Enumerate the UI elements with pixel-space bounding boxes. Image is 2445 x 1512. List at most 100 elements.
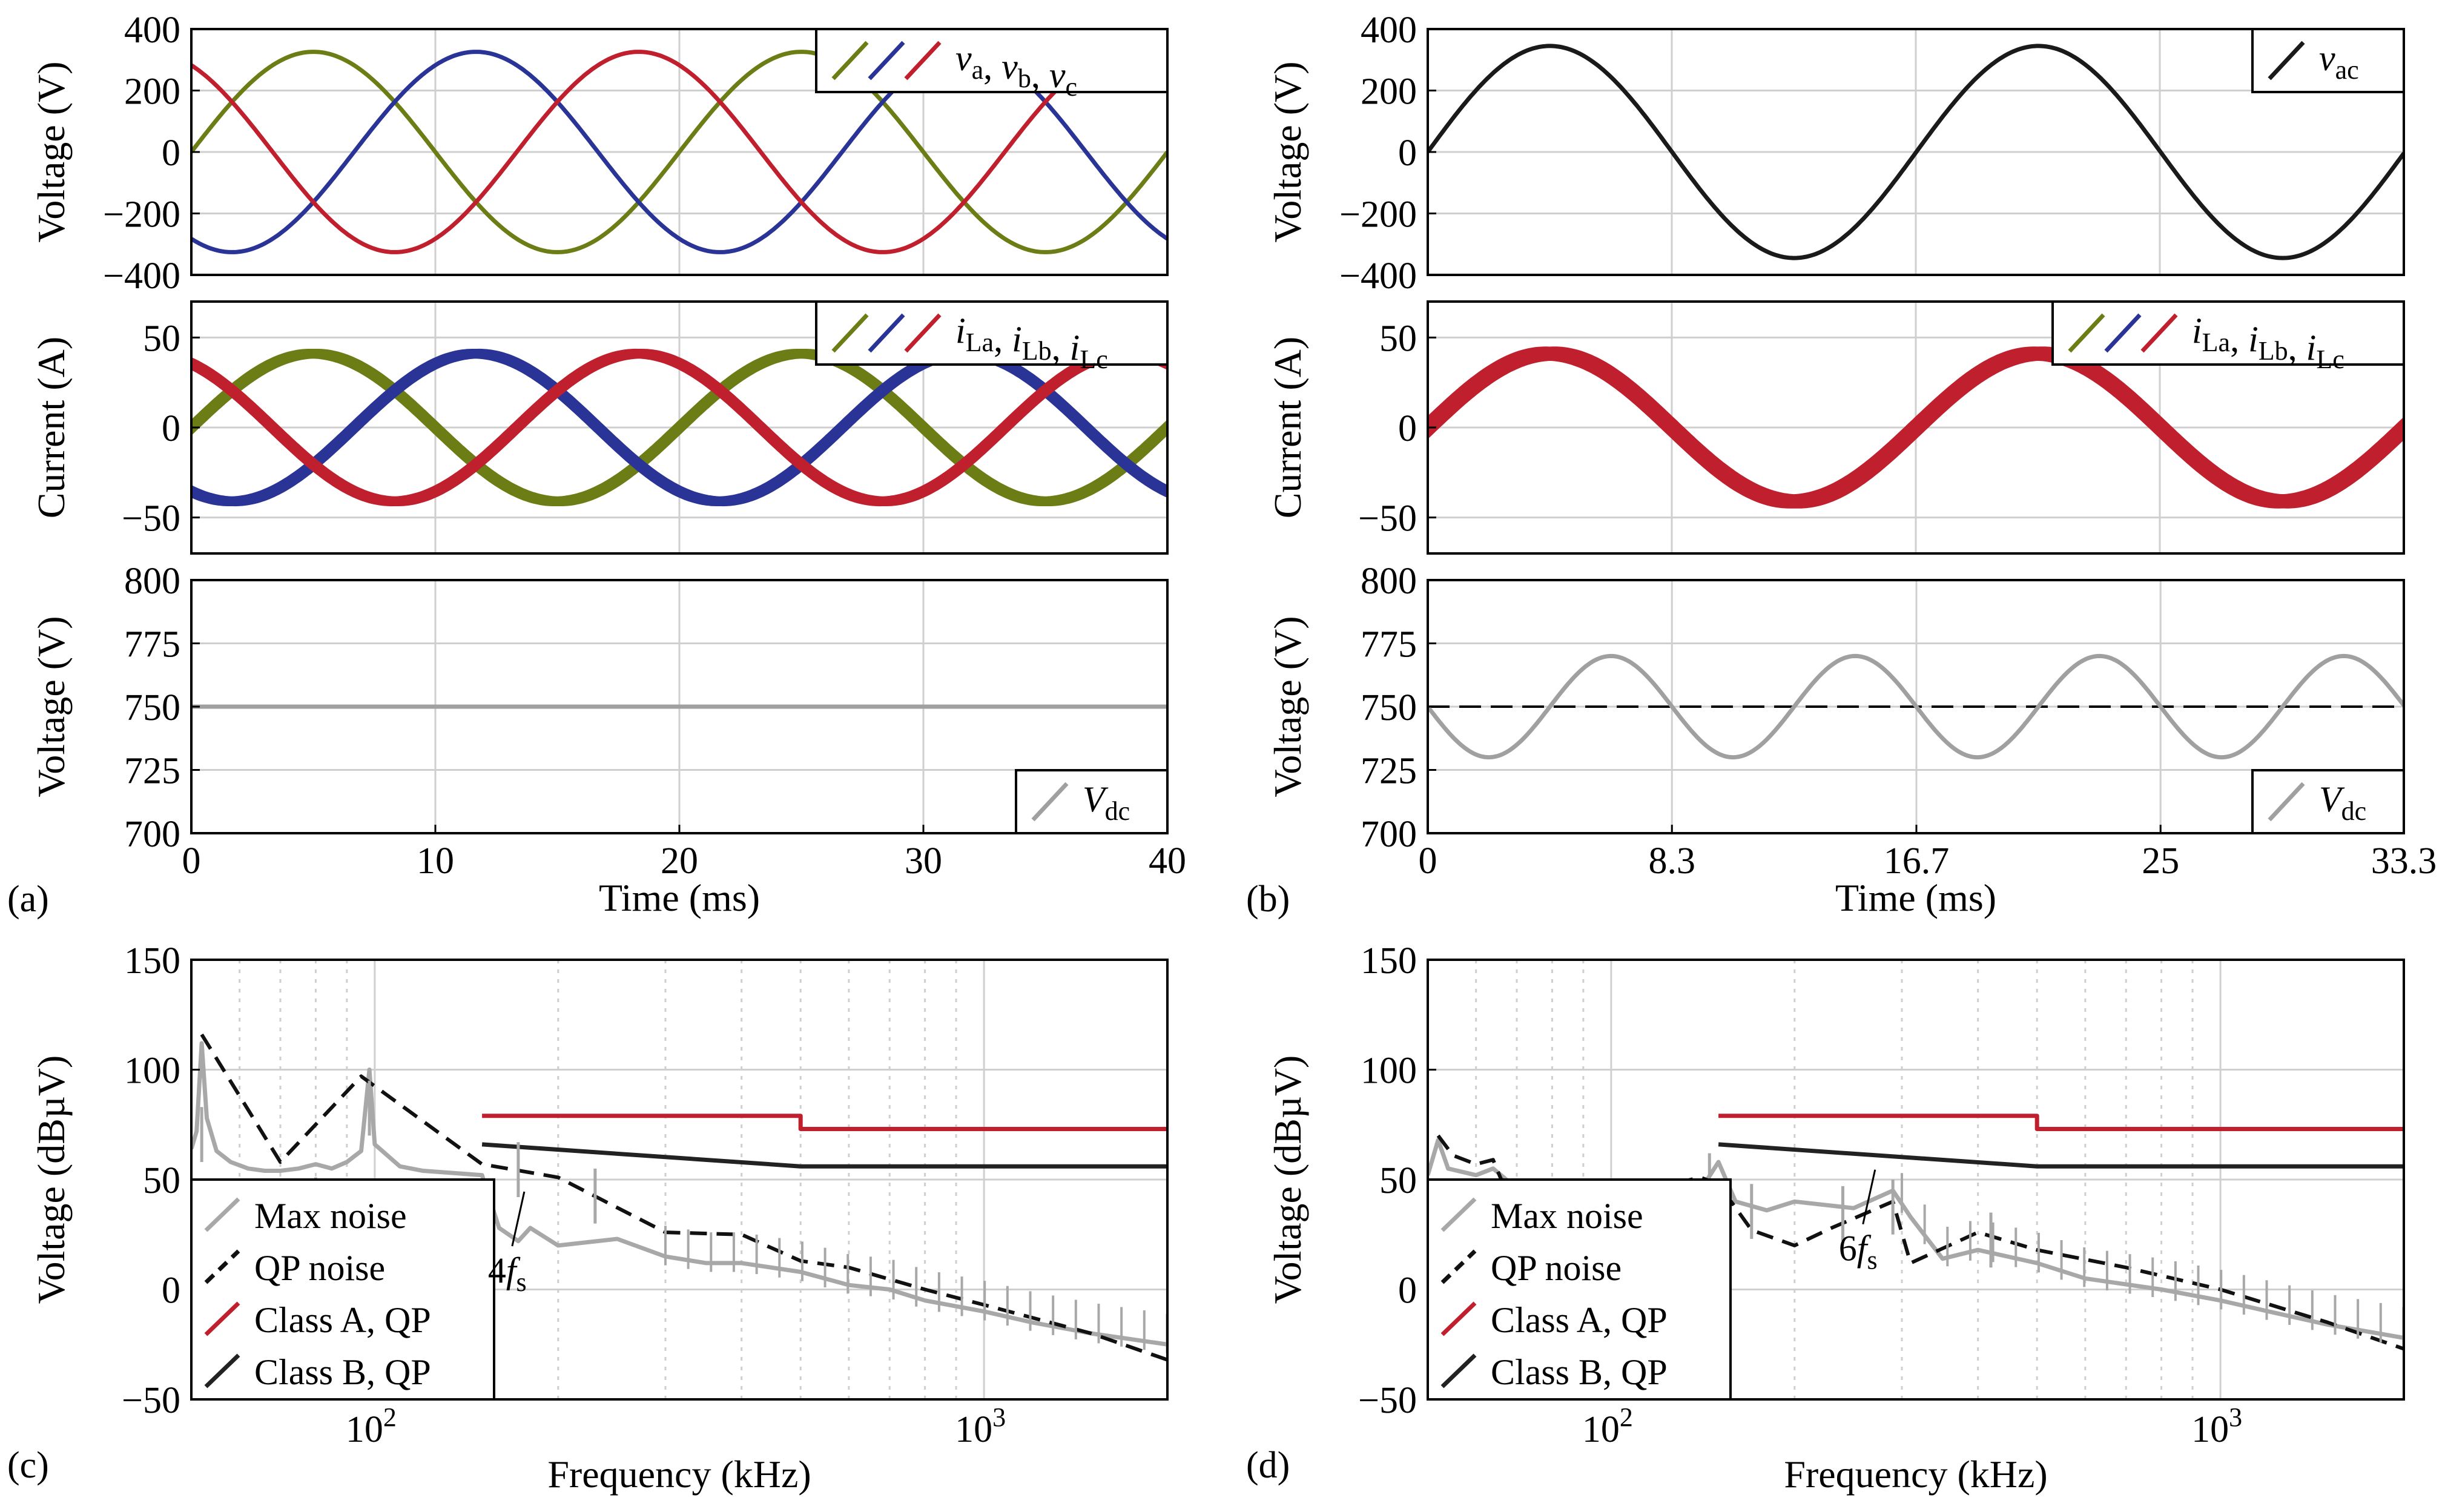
y-axis-label: Voltage (V) — [30, 61, 73, 242]
legend-swatch — [2104, 313, 2142, 353]
legend-label-subscript: a — [972, 55, 984, 85]
legend-label-part: i — [2192, 311, 2202, 351]
plot-area — [1428, 1114, 2404, 1351]
legend-label-part: i — [2306, 328, 2317, 368]
xtick-base: 10 — [1582, 1409, 1620, 1450]
panel-label-b: (b) — [1246, 879, 1290, 920]
legend-swatch — [831, 313, 869, 353]
xtick-base: 10 — [2191, 1409, 2229, 1450]
annotation: 4fs — [488, 1250, 527, 1297]
legend: va, vb, vc — [815, 28, 1169, 102]
panel-label-d: (d) — [1246, 1445, 1290, 1486]
legend-entry: Max noise — [1491, 1196, 1643, 1236]
xtick-base: 10 — [955, 1409, 992, 1450]
legend-label-part: V — [1083, 779, 1109, 819]
ytick-label: −50 — [1358, 1380, 1417, 1421]
legend-entry: Class B, QP — [254, 1352, 431, 1392]
panel-label-c: (c) — [7, 1445, 49, 1486]
series-max-noise — [1428, 1138, 2404, 1340]
plot-area — [191, 1033, 1167, 1362]
legend-entry: Max noise — [254, 1196, 407, 1236]
ytick-label: 800 — [1361, 561, 1417, 602]
x-axis-label: Frequency (kHz) — [547, 1453, 811, 1496]
y-axis-label: Voltage (V) — [30, 616, 73, 797]
y-axis-label: Voltage (dBµV) — [1266, 1055, 1309, 1304]
legend-label-part: i — [2248, 319, 2259, 359]
legend-label-subscript: ac — [2335, 55, 2359, 85]
ytick-label: 50 — [143, 1160, 180, 1201]
ytick-label: −200 — [1339, 194, 1417, 236]
ytick-label: 0 — [162, 133, 180, 174]
legend-swatch — [831, 41, 869, 81]
series-class-b-qp — [1718, 1142, 2404, 1169]
legend-swatch — [1440, 1249, 1477, 1284]
legend: Max noise QP noise Class A, QP Class B, QP — [190, 1178, 495, 1401]
legend-label-part: , — [1052, 328, 1070, 368]
ytick-label: 200 — [1361, 71, 1417, 113]
y-axis-label: Current (A) — [1266, 337, 1309, 518]
chart-b-voltage: 400 200 0 −200 −400 Voltage (V) vac — [1266, 10, 2405, 297]
annotation-subscript: s — [516, 1267, 527, 1297]
legend-swatch — [868, 313, 905, 353]
ytick-label: 150 — [1361, 940, 1417, 982]
y-axis-label: Voltage (dBµV) — [30, 1055, 73, 1304]
ytick-label: 725 — [1361, 751, 1417, 792]
legend-entry: QP noise — [254, 1248, 385, 1288]
legend-swatch — [1440, 1197, 1477, 1232]
y-axis-label: Voltage (V) — [1266, 61, 1309, 242]
x-axis-label: Frequency (kHz) — [1784, 1453, 2047, 1496]
legend-entry: Class A, QP — [1491, 1300, 1668, 1340]
legend-label-part: , — [2230, 319, 2248, 359]
series-iL — [1428, 346, 2404, 509]
ytick-label: 100 — [1361, 1051, 1417, 1092]
legend-label-subscript: La — [966, 328, 994, 357]
legend-swatch — [204, 1353, 240, 1388]
legend-swatch — [904, 313, 942, 353]
legend-label-subscript: c — [1065, 72, 1077, 102]
x-axis-label: Time (ms) — [1835, 876, 1996, 919]
legend-label-part: v — [1049, 55, 1066, 95]
ytick-label: 725 — [124, 751, 180, 792]
ytick-label: 700 — [124, 814, 180, 855]
ytick-label: 400 — [1361, 10, 1417, 51]
legend-box — [2051, 300, 2405, 366]
legend-swatch — [868, 41, 905, 81]
legend-swatch — [2268, 782, 2305, 822]
legend-label-subscript: Lb — [2259, 336, 2288, 366]
legend-label-subscript: Lc — [1080, 345, 1107, 374]
legend-box — [815, 300, 1169, 366]
legend-label-part: , — [2288, 328, 2306, 368]
ytick-label: −400 — [1339, 256, 1417, 297]
legend-swatch — [1440, 1301, 1477, 1336]
xtick-exponent: 2 — [1620, 1402, 1633, 1432]
ytick-label: 100 — [124, 1051, 180, 1092]
ytick-label: −200 — [103, 194, 180, 236]
x-axis-label: Time (ms) — [599, 876, 760, 919]
legend-swatch — [1031, 782, 1069, 822]
legend-box — [815, 28, 1169, 93]
xtick-exponent: 3 — [992, 1402, 1006, 1432]
xtick-label: 33.3 — [2371, 840, 2437, 882]
series-iLc — [191, 348, 1167, 507]
legend-label-part: i — [955, 311, 966, 351]
legend-label-subscript: b — [1018, 64, 1031, 93]
ytick-label: 50 — [1379, 318, 1417, 359]
legend-swatch — [1440, 1353, 1477, 1388]
ytick-label: 0 — [162, 1270, 180, 1312]
plot-area — [1428, 44, 2404, 260]
ytick-label: −50 — [122, 498, 180, 540]
annotation: 6fs — [1839, 1229, 1878, 1275]
legend: Vdc — [1015, 769, 1169, 834]
xtick-label: 8.3 — [1648, 840, 1695, 882]
legend-label: iLa, iLb, iLc — [955, 311, 1108, 374]
legend-swatch — [2268, 41, 2305, 81]
legend-entry: QP noise — [1491, 1248, 1622, 1288]
legend-label-part: , — [983, 47, 1001, 87]
legend-label-part: v — [2319, 38, 2335, 78]
ytick-label: 750 — [1361, 687, 1417, 728]
legend-label-part: , — [994, 319, 1012, 359]
